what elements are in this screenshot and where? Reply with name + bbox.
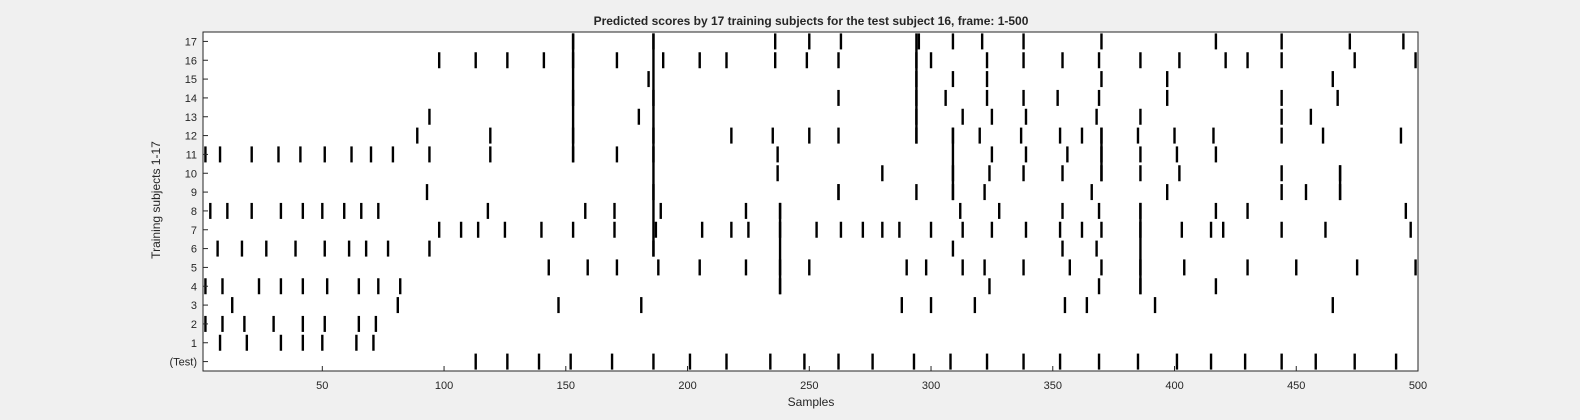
y-tick-label: 17 (185, 36, 197, 48)
x-tick-label: 300 (922, 380, 940, 392)
y-tick-label: 15 (185, 74, 197, 86)
y-tick-label: 14 (185, 93, 197, 105)
x-tick-label: 350 (1044, 380, 1062, 392)
plot-area (203, 32, 1418, 371)
x-tick-label: 500 (1409, 380, 1427, 392)
chart-title: Predicted scores by 17 training subjects… (594, 14, 1029, 28)
y-tick-label: 5 (191, 262, 197, 274)
y-tick-label: 2 (191, 319, 197, 331)
y-tick-label: 10 (185, 168, 197, 180)
x-tick-label: 200 (678, 380, 696, 392)
y-axis-label: Training subjects 1-17 (149, 141, 163, 259)
y-tick-label: 9 (191, 187, 197, 199)
y-tick-label: 12 (185, 131, 197, 143)
raster-marks (204, 33, 1417, 370)
y-tick-label: 16 (185, 55, 197, 67)
plot-frame (202, 31, 1419, 372)
y-tick-label: 8 (191, 206, 197, 218)
y-tick-label: (Test) (170, 357, 198, 369)
x-tick-label: 450 (1287, 380, 1305, 392)
x-tick-label: 50 (316, 380, 328, 392)
x-tick-label: 100 (435, 380, 453, 392)
y-tick-label: 7 (191, 225, 197, 237)
x-tick-label: 250 (800, 380, 818, 392)
y-tick-label: 11 (186, 149, 197, 161)
y-tick-label: 4 (191, 281, 197, 293)
x-tick-label: 400 (1165, 380, 1183, 392)
y-tick-label: 1 (191, 338, 197, 350)
y-tick-label: 3 (191, 300, 197, 312)
y-tick-label: 6 (191, 244, 197, 256)
x-tick-label: 150 (557, 380, 575, 392)
x-axis-label: Samples (788, 395, 835, 409)
y-tick-label: 13 (185, 112, 197, 124)
